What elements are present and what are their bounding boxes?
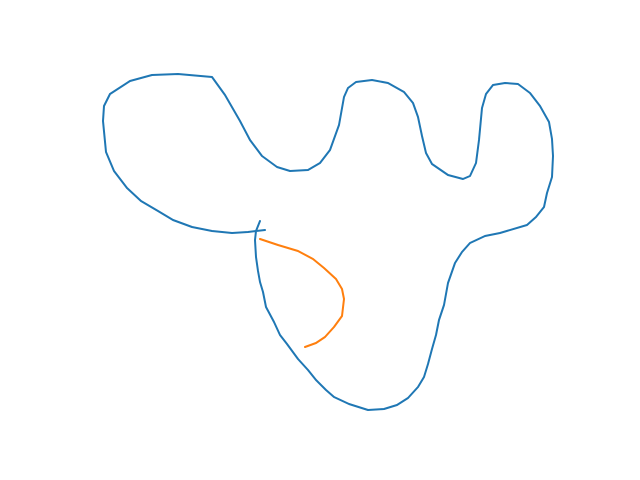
orange-curve-stroke: [259, 238, 345, 348]
blue-outline-stroke: [102, 73, 554, 411]
